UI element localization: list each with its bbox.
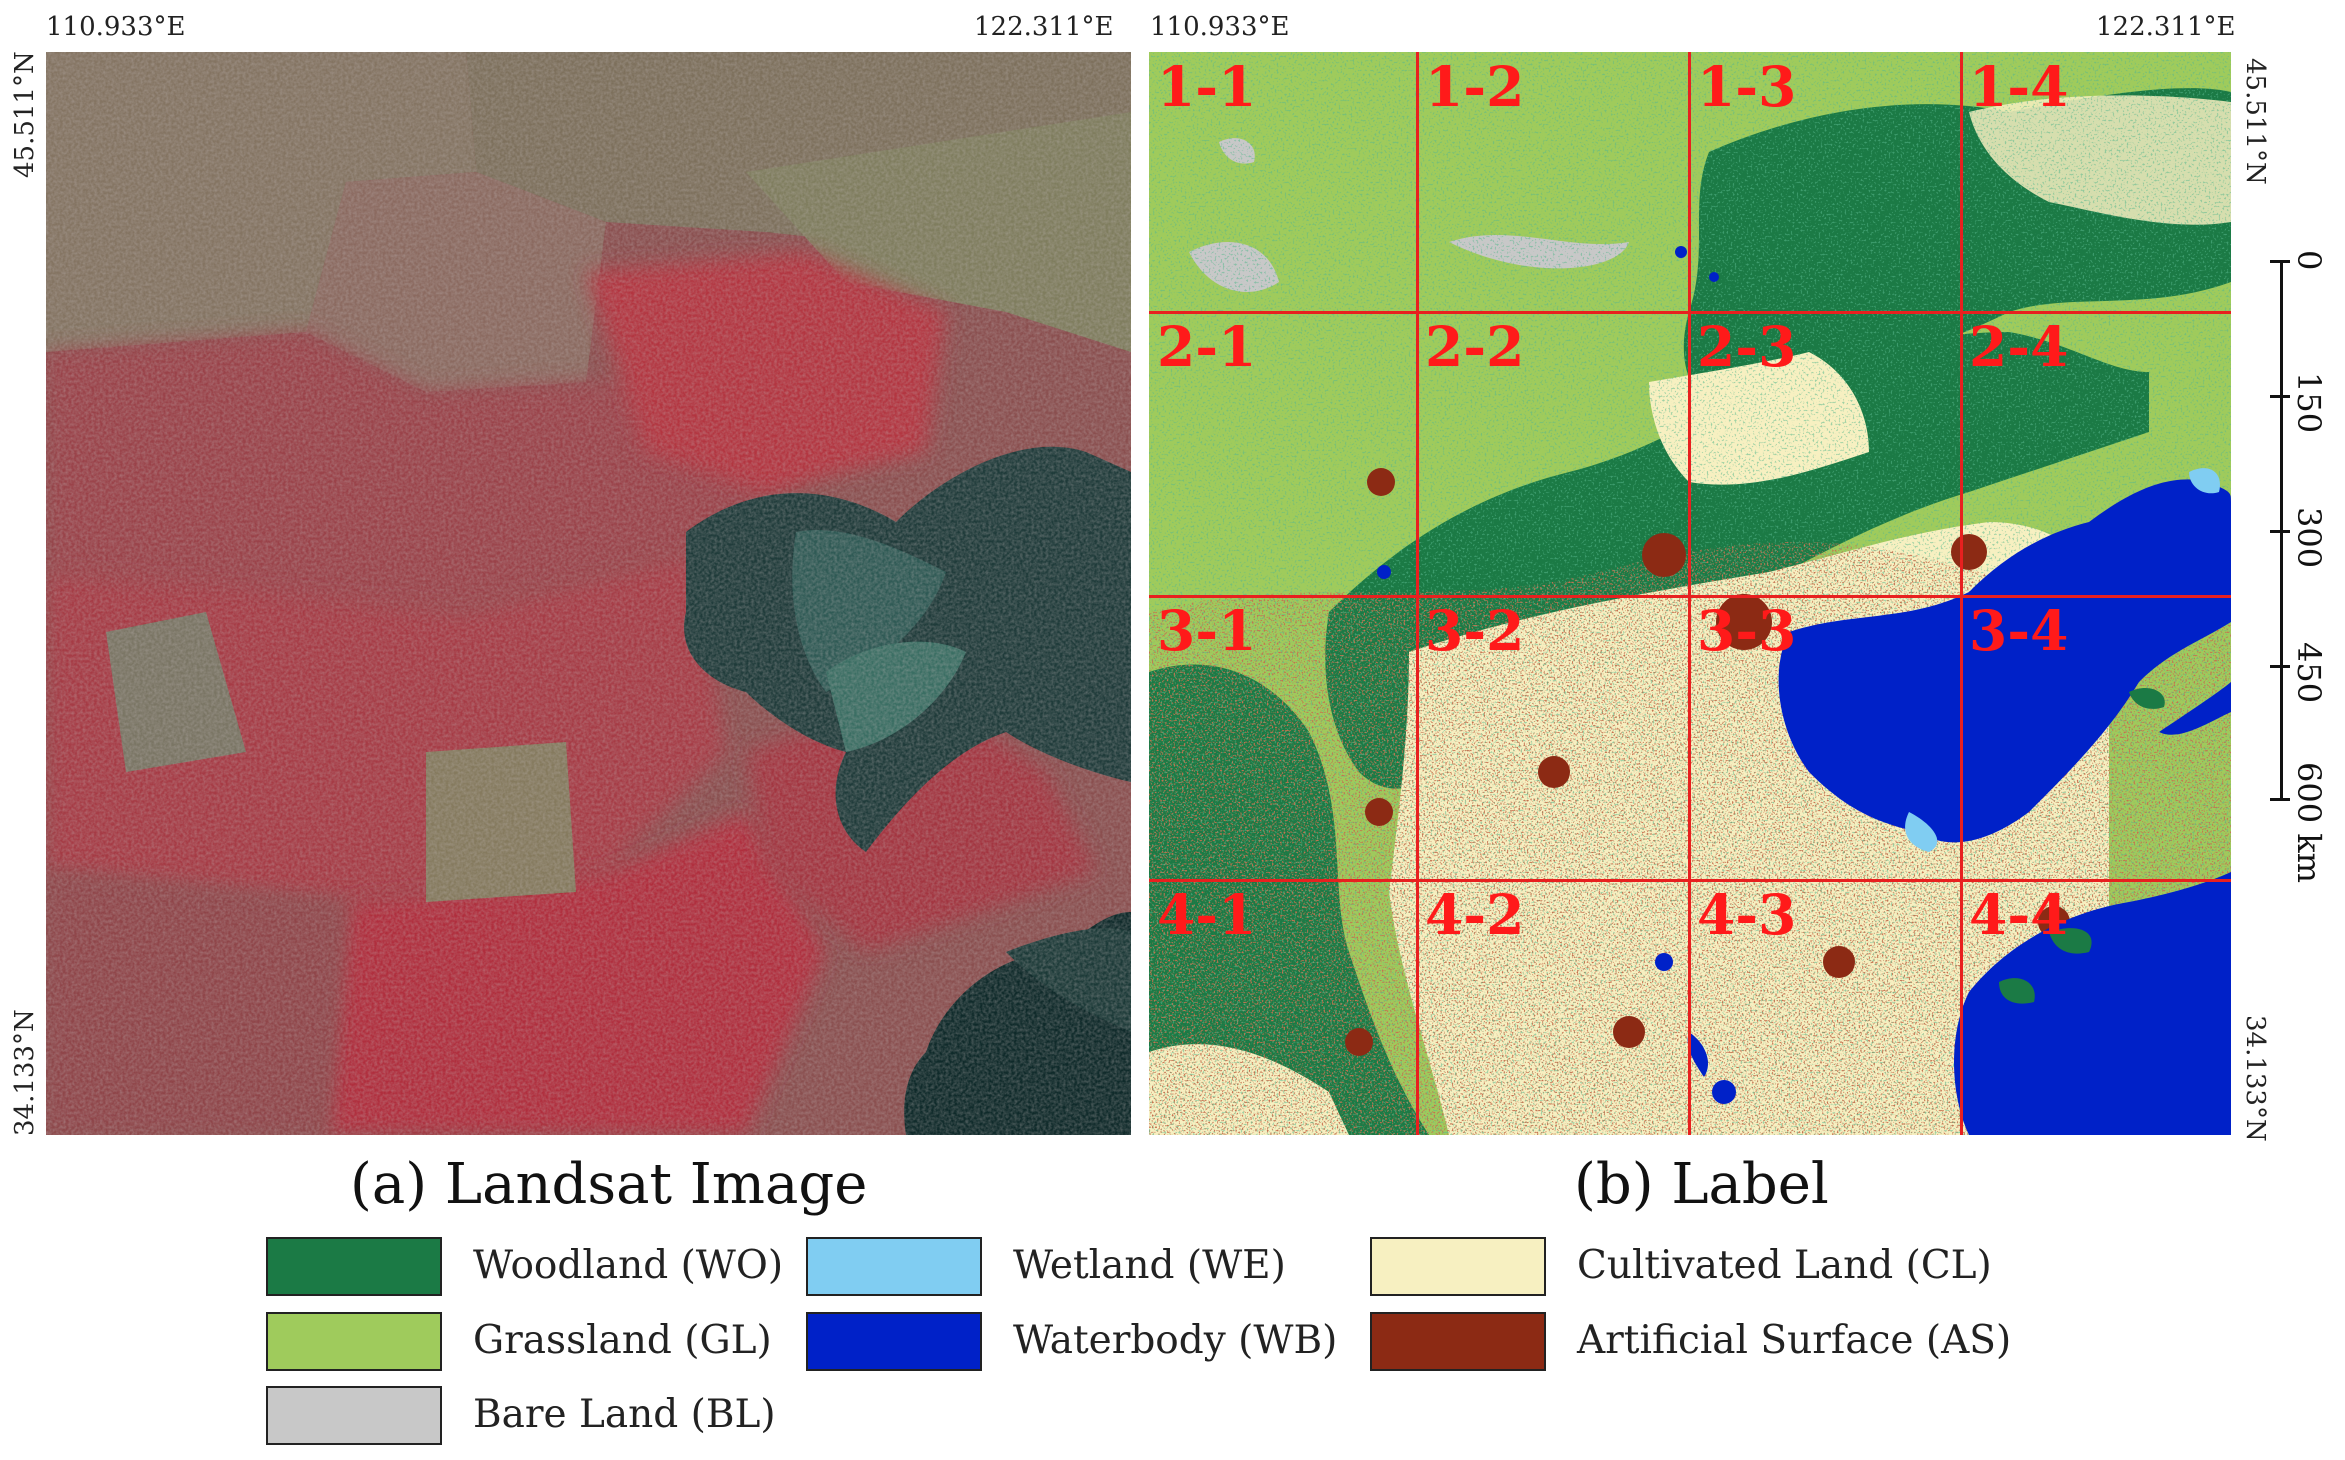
legend-swatch-grassland bbox=[266, 1312, 442, 1371]
panel-b-top-left-lon: 110.933°E bbox=[1150, 12, 1290, 42]
panel-a-bottom-lat: 34.133°N bbox=[10, 1009, 40, 1136]
legend-label-bare-land: Bare Land (BL) bbox=[473, 1392, 776, 1437]
legend-swatch-woodland bbox=[266, 1237, 442, 1296]
panel-a-top-lat: 45.511°N bbox=[10, 51, 40, 178]
scale-label-0: 0 bbox=[2290, 250, 2328, 271]
tile-label-3-1: 3-1 bbox=[1157, 598, 1257, 663]
legend-swatch-waterbody bbox=[806, 1312, 982, 1371]
legend-label-cultivated-land: Cultivated Land (CL) bbox=[1577, 1243, 1992, 1288]
panel-b-bottom-lat: 34.133°N bbox=[2240, 1015, 2270, 1142]
scale-label-450: 450 bbox=[2290, 642, 2328, 704]
scale-label-150: 150 bbox=[2290, 372, 2328, 434]
tile-label-3-2: 3-2 bbox=[1425, 598, 1525, 663]
legend-swatch-cultivated-land bbox=[1370, 1237, 1546, 1296]
scale-tick-4 bbox=[2270, 798, 2290, 801]
scale-tick-1 bbox=[2270, 395, 2290, 398]
panel-b-caption: (b) Label bbox=[1574, 1152, 1829, 1217]
tile-label-1-3: 1-3 bbox=[1697, 54, 1797, 119]
tile-label-1-1: 1-1 bbox=[1157, 54, 1257, 119]
scale-tick-0 bbox=[2270, 260, 2290, 263]
panel-a-top-right-lon: 122.311°E bbox=[974, 12, 1114, 42]
scale-bar bbox=[2270, 250, 2330, 810]
panel-b-top-right-lon: 122.311°E bbox=[2096, 12, 2236, 42]
scale-label-600: 600 km bbox=[2290, 762, 2328, 883]
legend-label-artificial-surface: Artificial Surface (AS) bbox=[1577, 1318, 2012, 1363]
legend-swatch-bare-land bbox=[266, 1386, 442, 1445]
panel-a-caption: (a) Landsat Image bbox=[350, 1152, 868, 1217]
legend-label-wetland: Wetland (WE) bbox=[1013, 1243, 1286, 1288]
tile-label-2-1: 2-1 bbox=[1157, 314, 1257, 379]
tile-label-4-2: 4-2 bbox=[1425, 882, 1525, 947]
tile-label-3-4: 3-4 bbox=[1969, 598, 2069, 663]
grid-line-h2 bbox=[1149, 595, 2231, 598]
grid-line-v1 bbox=[1416, 52, 1419, 1135]
legend-label-woodland: Woodland (WO) bbox=[473, 1243, 784, 1288]
tile-label-4-1: 4-1 bbox=[1157, 882, 1257, 947]
tile-label-3-3: 3-3 bbox=[1697, 598, 1797, 663]
tile-label-4-4: 4-4 bbox=[1969, 882, 2069, 947]
legend-label-waterbody: Waterbody (WB) bbox=[1013, 1318, 1338, 1363]
legend-label-grassland: Grassland (GL) bbox=[473, 1318, 772, 1363]
scale-tick-3 bbox=[2270, 665, 2290, 668]
legend-swatch-wetland bbox=[806, 1237, 982, 1296]
landsat-image bbox=[46, 52, 1131, 1135]
grid-line-v2 bbox=[1688, 52, 1691, 1135]
label-map: 1-1 1-2 1-3 1-4 2-1 2-2 2-3 2-4 3-1 3-2 … bbox=[1149, 52, 2231, 1135]
tile-label-1-2: 1-2 bbox=[1425, 54, 1525, 119]
tile-label-2-2: 2-2 bbox=[1425, 314, 1525, 379]
scale-tick-2 bbox=[2270, 530, 2290, 533]
tile-label-2-4: 2-4 bbox=[1969, 314, 2069, 379]
scale-label-300: 300 bbox=[2290, 507, 2328, 569]
legend-swatch-artificial-surface bbox=[1370, 1312, 1546, 1371]
grid-line-h1 bbox=[1149, 311, 2231, 314]
panel-a-top-left-lon: 110.933°E bbox=[46, 12, 186, 42]
grid-line-v3 bbox=[1960, 52, 1963, 1135]
grid-line-h3 bbox=[1149, 879, 2231, 882]
tile-label-4-3: 4-3 bbox=[1697, 882, 1797, 947]
tile-label-2-3: 2-3 bbox=[1697, 314, 1797, 379]
tile-label-1-4: 1-4 bbox=[1969, 54, 2069, 119]
panel-b-top-lat: 45.511°N bbox=[2240, 58, 2270, 185]
landsat-image-graphic bbox=[46, 52, 1131, 1135]
